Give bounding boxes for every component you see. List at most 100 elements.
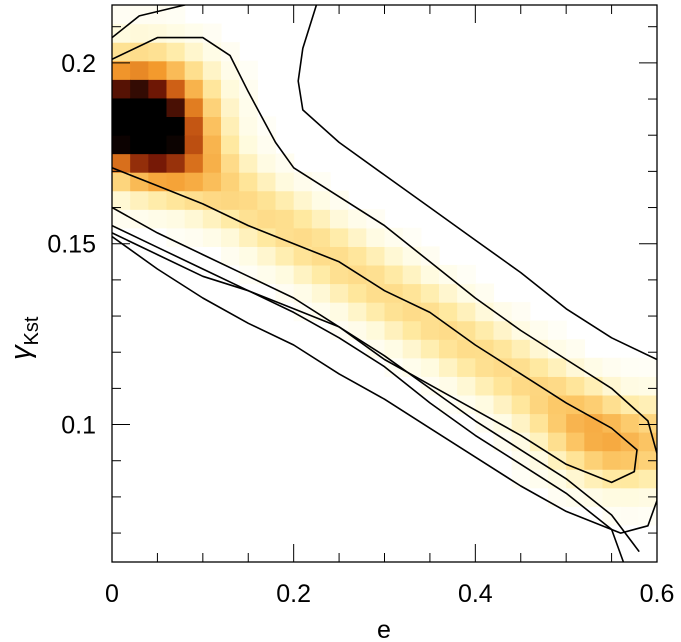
heatmap-cell xyxy=(602,432,622,452)
heatmap-cell xyxy=(293,246,313,266)
heatmap-cell xyxy=(202,116,222,136)
heatmap-cell xyxy=(202,60,222,80)
heatmap-cell xyxy=(311,227,331,247)
heatmap-cell xyxy=(112,97,131,117)
heatmap-cell xyxy=(511,450,531,470)
heatmap-cell xyxy=(529,339,549,359)
heatmap-cell xyxy=(311,246,331,266)
y-axis-label-subscript: Kst xyxy=(21,316,43,345)
heatmap-cell xyxy=(166,116,186,136)
heatmap-cell xyxy=(293,209,313,229)
heatmap-cell xyxy=(184,60,204,80)
heatmap-cell xyxy=(548,450,567,470)
heatmap-cell xyxy=(566,339,585,359)
heatmap-cell xyxy=(275,246,295,266)
heatmap-cell xyxy=(548,413,567,433)
heatmap-cell xyxy=(511,302,531,322)
heatmap-cell xyxy=(529,320,549,340)
heatmap-cell xyxy=(584,394,604,415)
heatmap-cell xyxy=(638,450,657,470)
heatmap-cell xyxy=(602,357,622,377)
heatmap-cell xyxy=(166,5,186,25)
heatmap-cell xyxy=(457,302,476,322)
heatmap-cell xyxy=(184,227,204,247)
heatmap-cell xyxy=(602,376,622,396)
heatmap-cell xyxy=(293,190,313,210)
heatmap-cell xyxy=(239,172,258,192)
heatmap-cell xyxy=(602,394,622,415)
heatmap-cell xyxy=(384,246,404,266)
heatmap-cell xyxy=(184,134,204,155)
heatmap-cell xyxy=(493,394,513,415)
heatmap-cell xyxy=(420,264,440,285)
heatmap-cell xyxy=(311,283,331,303)
heatmap-cell xyxy=(366,320,386,340)
heatmap-cell xyxy=(620,432,640,452)
heatmap-cell xyxy=(548,487,567,507)
heatmap-cell xyxy=(311,302,331,322)
heatmap-cell xyxy=(366,283,386,303)
heatmap-cell xyxy=(330,302,349,322)
x-tick-label: 0.2 xyxy=(276,580,311,608)
heatmap-cell xyxy=(239,227,258,247)
heatmap-cell xyxy=(311,209,331,229)
heatmap-cell xyxy=(602,450,622,470)
heatmap-cell xyxy=(148,172,168,192)
heatmap-cell xyxy=(366,227,386,247)
heatmap-cell xyxy=(566,487,585,507)
heatmap-cell xyxy=(202,190,222,210)
heatmap-cell xyxy=(257,153,277,173)
contour-line xyxy=(112,36,657,534)
heatmap-cell xyxy=(529,357,549,377)
heatmap-cell xyxy=(184,42,204,62)
heatmap-cell xyxy=(420,339,440,359)
heatmap-cell xyxy=(112,209,131,229)
heatmap-cell xyxy=(384,339,404,359)
heatmap-cell xyxy=(311,264,331,285)
heatmap-cell xyxy=(293,264,313,285)
heatmap-cell xyxy=(202,227,222,247)
heatmap-cell xyxy=(475,320,495,340)
heatmap-cell xyxy=(202,209,222,229)
heatmap-cell xyxy=(130,116,149,136)
heatmap-cell xyxy=(529,450,549,470)
heatmap-cell xyxy=(566,394,585,415)
heatmap-cell xyxy=(148,97,168,117)
heatmap-cell xyxy=(130,79,149,99)
heatmap-cell xyxy=(166,60,186,80)
heatmap-cell xyxy=(439,339,458,359)
heatmap-cell xyxy=(239,153,258,173)
heatmap-cell xyxy=(493,357,513,377)
heatmap-cell xyxy=(202,153,222,173)
contour-line xyxy=(112,224,625,562)
heatmap-cell xyxy=(166,42,186,62)
x-axis-label: e xyxy=(377,616,391,642)
contour-line xyxy=(112,5,186,39)
heatmap-cell xyxy=(566,376,585,396)
heatmap-cell xyxy=(330,209,349,229)
heatmap-cell xyxy=(384,227,404,247)
heatmap-cell xyxy=(620,469,640,489)
heatmap-cell xyxy=(239,134,258,155)
heatmap-cell xyxy=(584,413,604,433)
heatmap-cell xyxy=(348,246,367,266)
heatmap-cell xyxy=(529,413,549,433)
heatmap-cell xyxy=(420,302,440,322)
heatmap-cell xyxy=(275,190,295,210)
heatmap-cell xyxy=(221,79,240,99)
heatmap-cell xyxy=(221,209,240,229)
heatmap-cell xyxy=(148,79,168,99)
heatmap-cell xyxy=(148,42,168,62)
heatmap-cell xyxy=(348,283,367,303)
x-tick-label: 0.6 xyxy=(640,580,675,608)
heatmap-cell xyxy=(457,264,476,285)
heatmap-cell xyxy=(384,320,404,340)
heatmap-cell xyxy=(112,172,131,192)
heatmap-cell xyxy=(439,283,458,303)
heatmap-cell xyxy=(493,432,513,452)
heatmap-cell xyxy=(184,153,204,173)
heatmap-cell xyxy=(402,320,422,340)
heatmap-cell xyxy=(366,209,386,229)
heatmap-cell xyxy=(638,357,657,377)
heatmap-cell xyxy=(112,79,131,99)
